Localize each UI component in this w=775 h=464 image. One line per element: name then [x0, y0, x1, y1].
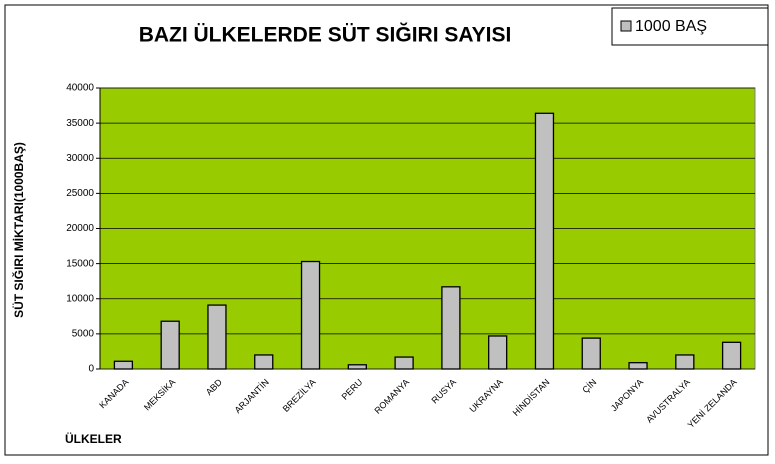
y-tick-label: 20000: [66, 223, 94, 234]
y-tick-label: 10000: [66, 293, 94, 304]
y-tick-label: 15000: [66, 258, 94, 269]
bar: [300, 260, 321, 370]
bar: [394, 356, 414, 370]
bar: [675, 354, 695, 370]
bar: [628, 362, 648, 370]
bar: [721, 341, 742, 370]
bar: [160, 320, 180, 370]
y-tick-label: 35000: [66, 118, 94, 129]
y-tick-label: 30000: [66, 153, 94, 164]
y-tick-label: 40000: [66, 83, 94, 94]
y-axis-title: SÜT SIĞIRI MİKTARI(1000BAŞ): [11, 142, 26, 318]
bar: [207, 304, 227, 370]
legend-box: [611, 7, 769, 46]
bar: [488, 335, 508, 370]
x-axis-title: ÜLKELER: [65, 431, 122, 446]
bar: [113, 360, 134, 370]
chart-title: BAZI ÜLKELERDE SÜT SIĞIRI SAYISI: [139, 23, 512, 47]
bar: [534, 112, 555, 370]
bar: [581, 337, 601, 370]
legend-swatch: [620, 20, 632, 32]
bar: [254, 354, 274, 370]
y-tick-label: 25000: [66, 188, 94, 199]
y-tick-label: 5000: [72, 329, 95, 340]
legend-label: 1000 BAŞ: [635, 18, 707, 35]
bar: [441, 286, 461, 370]
bar: [347, 364, 367, 370]
y-tick-label: 0: [88, 364, 94, 375]
